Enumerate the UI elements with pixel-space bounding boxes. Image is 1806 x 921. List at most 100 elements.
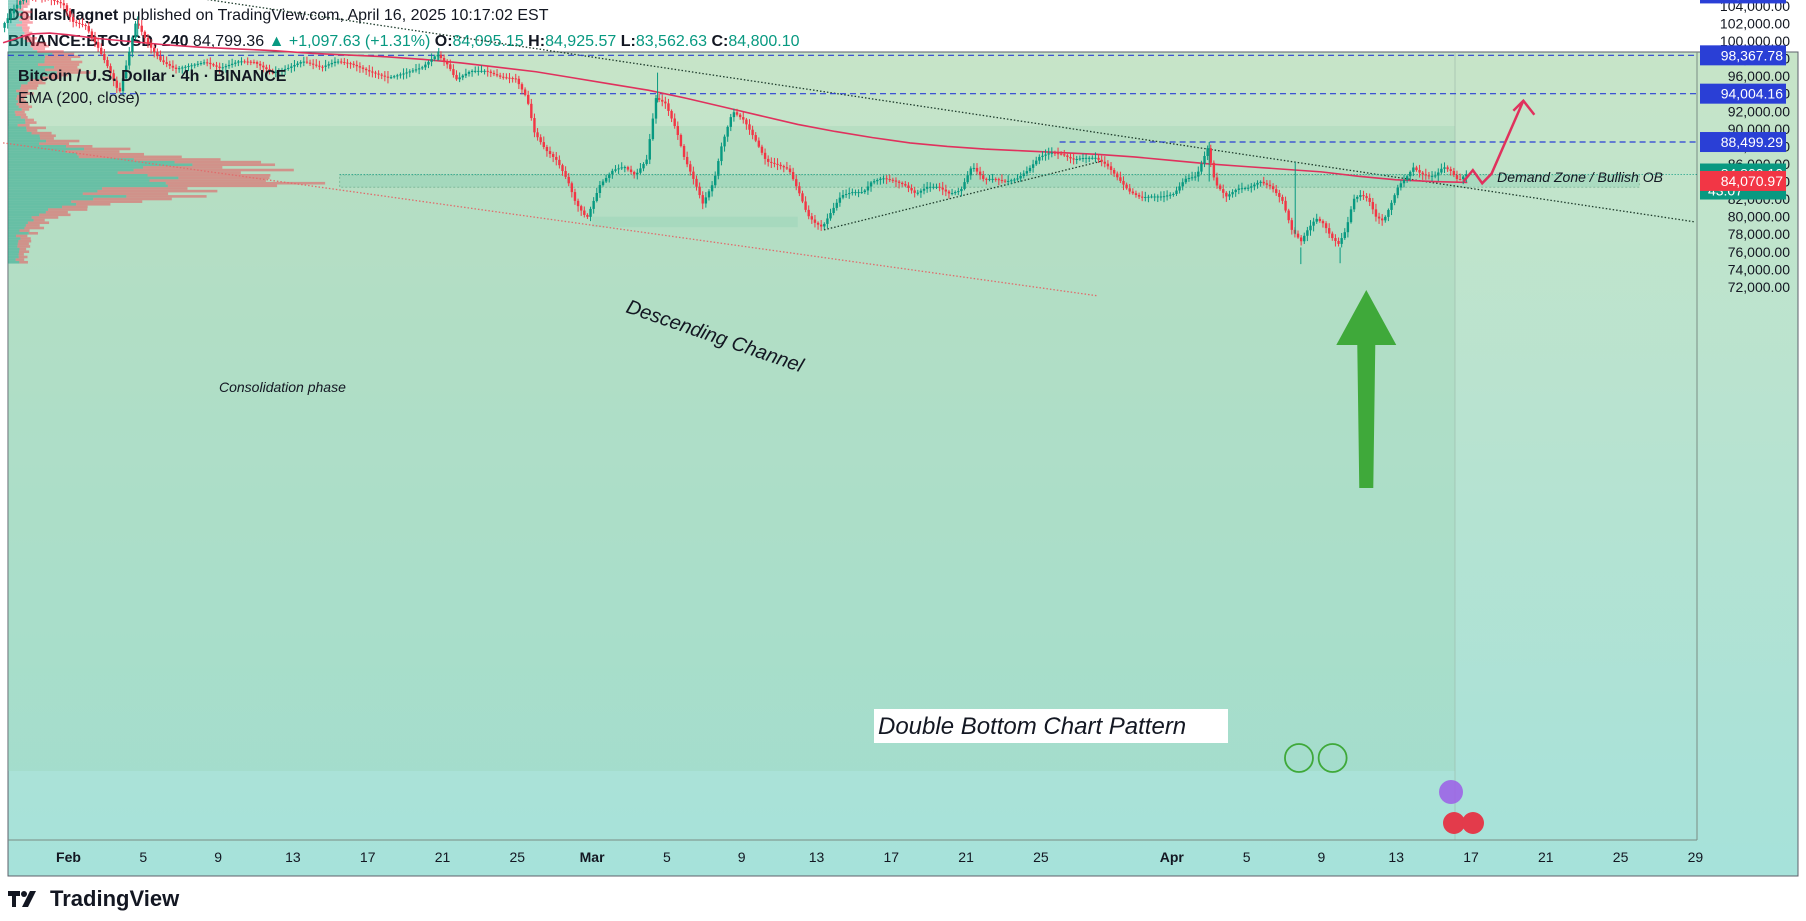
volume-profile-bar bbox=[41, 76, 62, 80]
candle-body bbox=[1290, 220, 1293, 230]
candle-body bbox=[1237, 188, 1241, 190]
volume-profile-bar bbox=[93, 197, 172, 201]
candle-body bbox=[246, 61, 249, 63]
candle-body bbox=[651, 118, 655, 140]
volume-profile-bar bbox=[31, 216, 59, 219]
candle-body bbox=[68, 11, 72, 17]
candle-body bbox=[1243, 187, 1247, 189]
candle-body bbox=[358, 66, 362, 68]
volume-profile-bar bbox=[8, 94, 18, 98]
candle-body bbox=[62, 3, 66, 6]
candle-body bbox=[59, 2, 62, 4]
candle-body bbox=[1056, 153, 1060, 155]
candle-body bbox=[230, 63, 234, 65]
candle-body bbox=[982, 175, 985, 179]
candle-body bbox=[75, 21, 78, 23]
volume-profile-bar bbox=[8, 242, 18, 246]
candle-body bbox=[1327, 228, 1331, 234]
candle-body bbox=[112, 73, 115, 81]
candle-body bbox=[1140, 196, 1144, 198]
candle-body bbox=[523, 89, 527, 95]
candle-body bbox=[645, 159, 648, 164]
candle-body bbox=[595, 193, 598, 201]
time-axis-tick: 5 bbox=[139, 849, 147, 865]
candle-body bbox=[287, 67, 290, 69]
ema-200-line bbox=[2, 32, 1468, 184]
legend-title[interactable]: Bitcoin / U.S. Dollar · 4h · BINANCE bbox=[18, 68, 287, 85]
candle-body bbox=[944, 189, 948, 192]
volume-profile-bar bbox=[65, 150, 120, 153]
volume-profile-bar bbox=[8, 179, 150, 182]
volume-profile-bar bbox=[8, 229, 20, 232]
candle-body bbox=[1324, 223, 1328, 229]
candle-body bbox=[495, 74, 499, 76]
legend-indicator[interactable]: EMA (200, close) bbox=[18, 90, 140, 107]
candle-body bbox=[1240, 188, 1244, 190]
candle-body bbox=[318, 65, 321, 67]
time-axis-tick: Mar bbox=[580, 849, 605, 865]
candle-body bbox=[221, 67, 224, 69]
candle-body bbox=[1387, 209, 1390, 217]
volume-profile-bar bbox=[8, 181, 166, 185]
candle-body bbox=[227, 64, 231, 67]
candle-body bbox=[679, 134, 683, 146]
candle-body bbox=[93, 36, 97, 43]
low-label: L: bbox=[620, 33, 636, 50]
volume-profile-bar bbox=[8, 213, 40, 217]
time-axis-tick: 17 bbox=[360, 849, 376, 865]
candle-body bbox=[218, 66, 221, 68]
candle-body bbox=[1231, 192, 1234, 195]
candle-body bbox=[1281, 196, 1284, 201]
candle-body bbox=[1446, 167, 1449, 170]
volume-profile-bar bbox=[37, 50, 64, 53]
candle-body bbox=[1044, 154, 1047, 156]
time-axis[interactable]: Feb 5 9 13 17 21 25 Mar 5 9 13 17 21 25 Apr 5 9 13 17 21 25 2… bbox=[56, 849, 1703, 865]
volume-profile-bar bbox=[28, 231, 38, 235]
volume-profile-bar bbox=[15, 113, 27, 116]
volume-profile-bar bbox=[149, 179, 266, 182]
candle-body bbox=[770, 161, 773, 163]
candle-body bbox=[1134, 193, 1138, 195]
volume-profile-bar bbox=[8, 255, 19, 259]
volume-profile-bar bbox=[16, 23, 28, 27]
candle-body bbox=[505, 77, 508, 79]
author-name[interactable]: DollarsMagnet bbox=[8, 7, 119, 24]
candle-body bbox=[667, 103, 670, 111]
publish-info: published on TradingView.com, April 16, … bbox=[122, 7, 549, 24]
volume-profile-bar bbox=[32, 47, 46, 51]
volume-profile-bar bbox=[8, 110, 15, 114]
volume-profile-bar bbox=[45, 68, 82, 72]
candle-body bbox=[611, 170, 614, 175]
candle-body bbox=[869, 182, 873, 187]
volume-profile-bar bbox=[18, 253, 24, 256]
candle-body bbox=[947, 191, 951, 194]
candle-body bbox=[782, 166, 785, 168]
candle-body bbox=[960, 188, 963, 192]
candle-body bbox=[539, 137, 542, 143]
volume-profile-bar bbox=[147, 173, 271, 177]
candle-body bbox=[71, 16, 75, 22]
volume-profile-bar bbox=[8, 84, 22, 87]
price-axis-tick: 92,000.00 bbox=[1728, 103, 1790, 119]
volume-profile-bar bbox=[8, 197, 94, 201]
candle-body bbox=[452, 69, 455, 75]
candle-body bbox=[243, 61, 246, 63]
candle-body bbox=[340, 61, 343, 63]
volume-profile-bar bbox=[8, 187, 103, 190]
candle-body bbox=[1106, 163, 1110, 167]
candle-body bbox=[648, 139, 651, 160]
candle-body bbox=[1003, 180, 1007, 182]
volume-profile-bar bbox=[8, 195, 127, 198]
volume-profile-bar bbox=[8, 166, 144, 169]
candle-body bbox=[1374, 209, 1378, 217]
candle-body bbox=[442, 57, 446, 62]
price-levels bbox=[8, 54, 1697, 143]
candle-body bbox=[1284, 200, 1287, 211]
volume-profile-bar bbox=[8, 202, 77, 206]
candle-body bbox=[689, 164, 692, 172]
candle-body bbox=[670, 110, 673, 119]
volume-profile-bar bbox=[24, 31, 33, 35]
tradingview-brand[interactable]: TradingView bbox=[50, 886, 180, 911]
candle-body bbox=[433, 56, 436, 60]
